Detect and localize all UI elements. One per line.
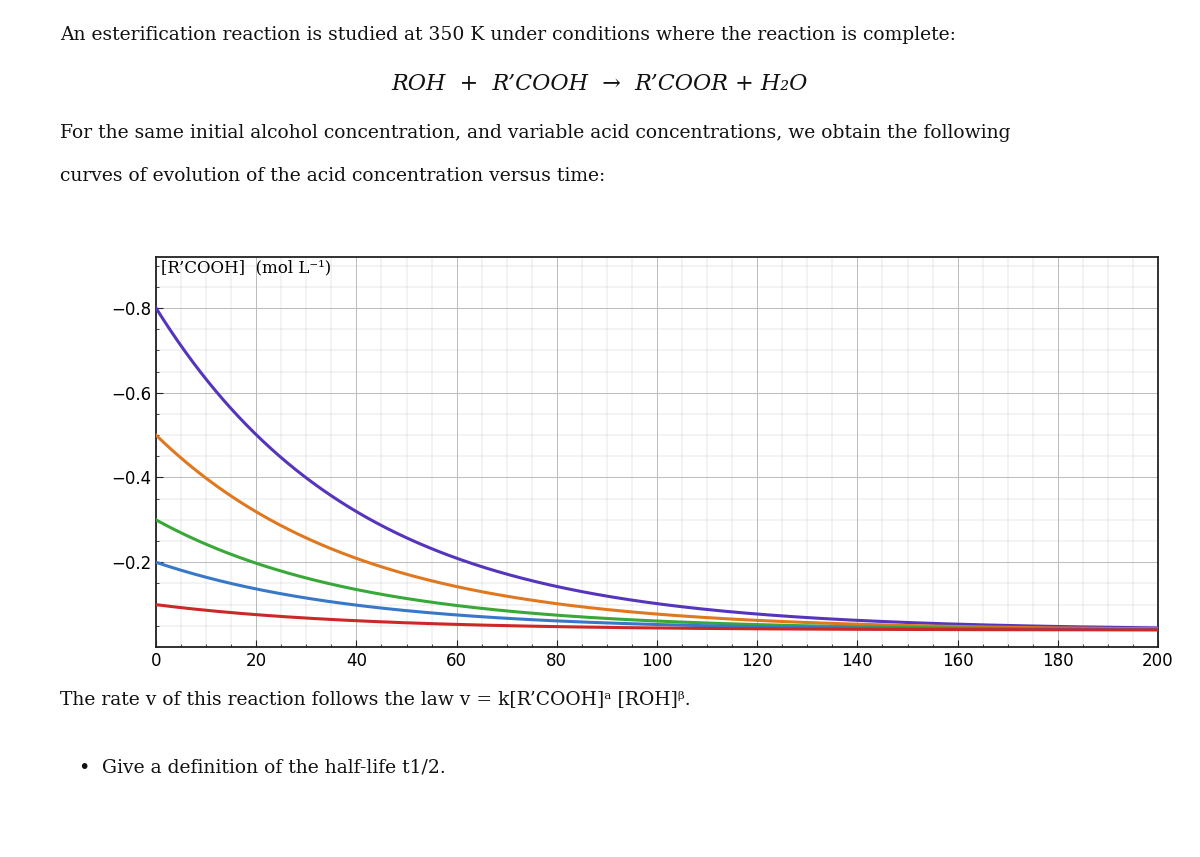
Text: •: •: [78, 758, 89, 777]
Text: For the same initial alcohol concentration, and variable acid concentrations, we: For the same initial alcohol concentrati…: [60, 124, 1010, 142]
Text: The rate v of this reaction follows the law v = k[R’COOH]ᵃ [ROH]ᵝ.: The rate v of this reaction follows the …: [60, 690, 691, 708]
Text: An esterification reaction is studied at 350 K under conditions where the reacti: An esterification reaction is studied at…: [60, 26, 956, 44]
Text: curves of evolution of the acid concentration versus time:: curves of evolution of the acid concentr…: [60, 167, 605, 185]
Text: ROH  +  R’COOH  →  R’COOR + H₂O: ROH + R’COOH → R’COOR + H₂O: [392, 73, 808, 95]
Text: [R’COOH]  (mol L⁻¹): [R’COOH] (mol L⁻¹): [161, 259, 331, 276]
Text: Give a definition of the half-life t1/2.: Give a definition of the half-life t1/2.: [102, 758, 445, 776]
